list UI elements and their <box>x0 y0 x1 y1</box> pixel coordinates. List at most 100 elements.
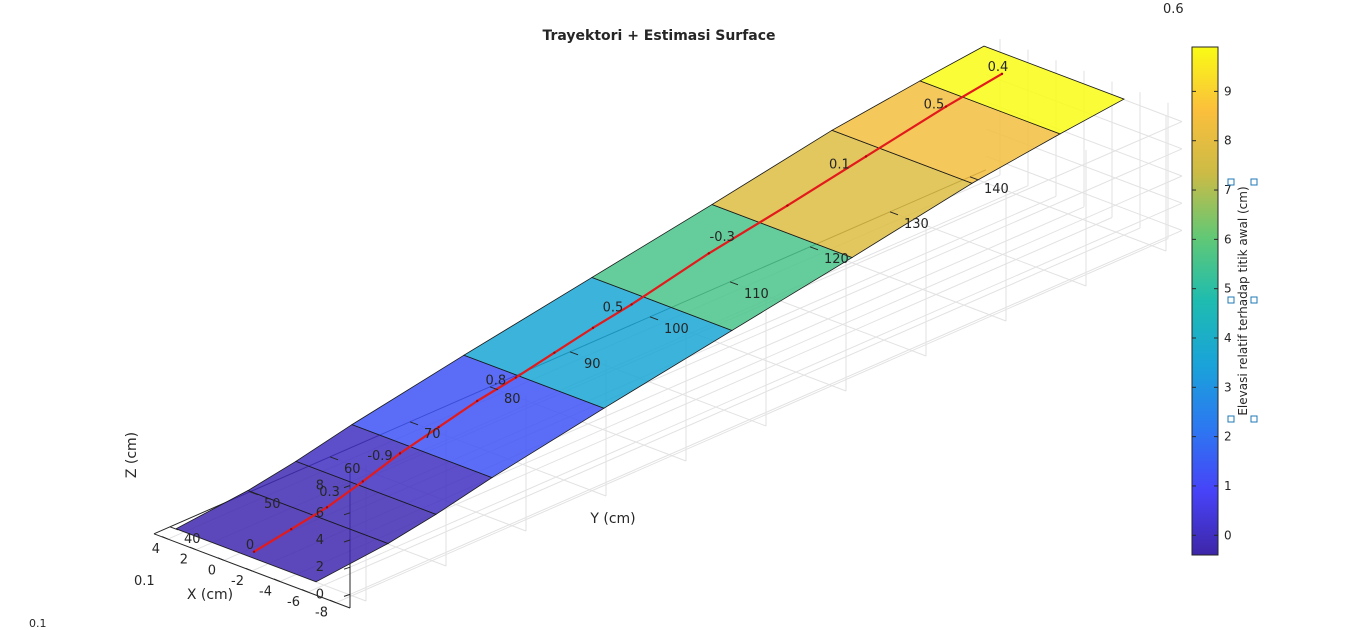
y-tick <box>809 246 819 251</box>
colorbar-tick-label: 7 <box>1224 183 1232 197</box>
y-tick-label: 70 <box>424 427 441 442</box>
corner-label-bottom-edge: 0.1 <box>29 617 47 630</box>
grid-line-x <box>307 227 1141 593</box>
y-tick-label: 50 <box>264 497 281 512</box>
annotation-label: -0.9 <box>367 449 392 464</box>
annotation-label: 0.5 <box>603 301 624 316</box>
y-tick-label: 40 <box>184 532 201 547</box>
colorbar-label-selection-handles[interactable] <box>1227 178 1258 423</box>
y-tick-label: 120 <box>824 252 849 267</box>
grid-line-x <box>335 238 1169 604</box>
colorbar-tick-label: 0 <box>1224 528 1232 542</box>
annotation-label: -0.3 <box>710 230 735 245</box>
y-tick-label: 130 <box>904 217 929 232</box>
x-tick-label: 2 <box>180 553 188 568</box>
colorbar-label: Elevasi relatif terhadap titik awal (cm) <box>1236 186 1250 415</box>
x-tick <box>301 589 309 593</box>
z-tick <box>343 566 351 570</box>
y-tick <box>249 491 259 496</box>
z-tick <box>343 539 351 543</box>
trajectory-point <box>630 303 633 306</box>
y-tick <box>649 316 659 321</box>
x-tick <box>161 536 169 540</box>
colorbar-tick-label: 2 <box>1224 430 1232 444</box>
surface-patch <box>919 45 1125 135</box>
x-tick-label: -2 <box>231 574 244 589</box>
y-tick <box>969 176 979 181</box>
corner-label-bottom-left: 0.1 <box>134 574 155 589</box>
trajectory-point <box>864 155 868 158</box>
trajectory-point <box>591 326 595 330</box>
x-tick-label: 4 <box>152 542 160 557</box>
z-tick-label: 8 <box>316 479 324 494</box>
trajectory-point <box>361 480 364 483</box>
trajectory-point <box>786 204 789 207</box>
trajectory-point <box>398 452 402 455</box>
trajectory-point <box>1000 72 1004 76</box>
annotation-label: 0.8 <box>485 373 506 388</box>
colorbar-tick-label: 4 <box>1224 331 1232 345</box>
annotation-label: 0.5 <box>924 97 945 112</box>
surface <box>175 45 1125 583</box>
trajectory-point <box>290 527 293 531</box>
colorbar-tick-label: 9 <box>1224 84 1232 98</box>
y-tick-label: 90 <box>584 357 601 372</box>
chart-title: Trayektori + Estimasi Surface <box>542 28 775 44</box>
y-tick <box>489 386 499 391</box>
colorbar: 0 1 2 3 4 5 6 7 8 9 <box>1191 46 1232 556</box>
colorbar-gradient <box>1191 46 1219 556</box>
x-tick <box>189 546 197 551</box>
x-tick <box>329 599 337 604</box>
x-tick-label: -8 <box>315 606 328 621</box>
z-tick-label: 6 <box>316 506 324 521</box>
colorbar-tick-label: 1 <box>1224 479 1232 493</box>
trajectory-line <box>253 72 1003 553</box>
z-tick <box>343 485 351 489</box>
trajectory-point <box>944 105 948 108</box>
x-tick <box>217 557 225 561</box>
y-tick <box>169 526 179 531</box>
trajectory-point <box>476 399 479 403</box>
y-tick <box>889 211 899 216</box>
colorbar-ticks: 0 1 2 3 4 5 6 7 8 9 <box>1192 84 1232 542</box>
y-tick-label: 100 <box>664 322 689 337</box>
trajectory-point <box>437 425 440 429</box>
annotation-label: 0 <box>246 538 254 553</box>
y-axis-label: Y (cm) <box>589 511 635 527</box>
x-tick <box>245 567 253 572</box>
y-tick <box>729 281 739 286</box>
y-tick <box>569 351 579 356</box>
colorbar-tick-label: 8 <box>1224 134 1232 148</box>
y-tick-label: 140 <box>984 182 1009 197</box>
x-tick-label: 0 <box>208 563 216 578</box>
colorbar-tick-label: 6 <box>1224 232 1232 246</box>
x-tick-label: -4 <box>259 585 272 600</box>
trajectory-layer <box>252 72 1004 553</box>
y-tick-label: 80 <box>504 392 521 407</box>
colorbar-tick-label: 5 <box>1224 282 1232 296</box>
z-tick-label: 0 <box>316 587 324 602</box>
trajectory-point <box>707 252 710 255</box>
x-axis-label: X (cm) <box>187 587 233 603</box>
annotation-label: 0.4 <box>988 60 1009 75</box>
y-tick <box>329 456 339 461</box>
corner-label-top-right: 0.6 <box>1163 2 1184 17</box>
colorbar-tick-label: 3 <box>1224 380 1232 394</box>
trajectory-point <box>325 506 329 509</box>
z-tick <box>343 512 351 516</box>
z-tick-label: 4 <box>316 533 324 548</box>
trajectory-point <box>514 376 517 379</box>
x-tick <box>273 578 281 582</box>
y-tick-label: 110 <box>744 287 769 302</box>
annotation-label: 0.3 <box>319 485 340 500</box>
z-axis-label: Z (cm) <box>124 432 140 478</box>
tick-labels: -8-6-4-202440506070809010011012013014002… <box>152 176 1009 621</box>
annotations: 0 0.3 -0.9 0.8 0.5 -0.3 0.1 0.5 0.4 <box>246 60 1008 553</box>
trajectory-point <box>252 550 256 553</box>
annotation-label: 0.1 <box>829 158 850 173</box>
z-tick-label: 2 <box>316 560 324 575</box>
z-tick <box>343 593 351 597</box>
trajectory-point <box>553 351 556 354</box>
y-tick <box>409 421 419 426</box>
